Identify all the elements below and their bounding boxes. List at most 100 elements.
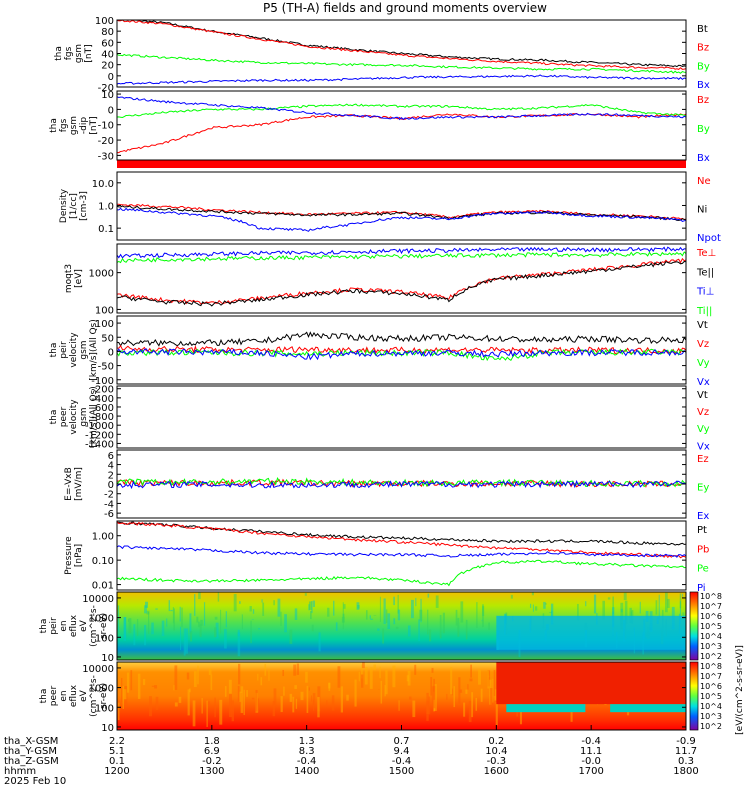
spectrogram-texture [593, 594, 597, 614]
spectrogram-texture [174, 702, 178, 707]
spectrogram-texture [144, 605, 147, 614]
spectrogram-texture [439, 615, 442, 639]
y-axis-label: gsm [69, 116, 79, 135]
spectrogram-texture [237, 629, 240, 636]
y-tick-label: 0.10 [92, 556, 114, 567]
y-axis-label: [1/cc] [69, 193, 79, 219]
spectrogram-texture [460, 601, 464, 623]
series-line [116, 348, 687, 361]
spectrogram-texture [435, 595, 439, 608]
spectrogram-texture [193, 671, 197, 687]
x-row-value: 2.2 [109, 736, 125, 747]
spectrogram-texture [679, 601, 682, 624]
panel-3: Ne Ni Npot 10.0 1.0 0.1 Density [1/cc] [cm-3] [59, 171, 721, 244]
x-row-value: 9.4 [394, 746, 410, 757]
colorbar-tick-label: 10^2 [700, 652, 722, 661]
spectrogram-texture [136, 619, 139, 636]
panel-6: Vt Vz Vy Vx -200-400-600-800-1000-1200-1400 t… [49, 385, 710, 453]
spectrogram-texture [465, 689, 468, 694]
y-tick-label: 0.1 [98, 224, 114, 235]
y-tick-label: 10 [101, 90, 114, 101]
y-axis-label: tha [49, 410, 59, 425]
y-tick-label: -1000 [85, 421, 114, 432]
spectrogram-texture [229, 694, 232, 718]
spectrogram-texture [427, 593, 430, 598]
spectrogram-texture [407, 625, 411, 637]
spectrogram-texture [126, 672, 130, 693]
spectrogram-texture [623, 592, 627, 601]
legend-entry: Npot [697, 233, 721, 244]
spectrogram-texture [214, 627, 217, 638]
spectrogram-texture [173, 608, 175, 631]
spectrogram-texture [268, 669, 270, 681]
spectrogram-texture [318, 632, 321, 652]
y-tick-label: 0.01 [92, 581, 114, 592]
spectrogram-texture [189, 688, 191, 693]
x-row-value: 1800 [673, 766, 698, 777]
y-axis-label: en [59, 620, 69, 631]
y-axis-label: peir [59, 341, 69, 359]
legend-entry: Vy [697, 424, 710, 435]
spectrogram-texture [612, 596, 614, 615]
spectrogram-texture [133, 624, 136, 646]
y-axis-label: fgs [59, 118, 69, 132]
spectrogram-texture [180, 626, 182, 650]
spectrogram-texture [231, 700, 234, 722]
y-axis-label: gsm [79, 407, 89, 426]
spectrogram-texture [455, 609, 458, 626]
spectrogram-texture [239, 691, 242, 702]
spectrogram-texture [431, 667, 434, 673]
spectrogram-texture [459, 689, 463, 693]
spectrogram-high [496, 662, 686, 705]
legend-entry: Te⊥ [696, 248, 716, 259]
spectrogram-texture [397, 594, 399, 614]
spectrogram-texture [495, 702, 498, 726]
x-row-label: tha_Z-GSM [4, 756, 59, 767]
legend-entry: Pe [697, 564, 709, 575]
spectrogram-texture [123, 689, 127, 700]
y-tick-label: 4 [108, 461, 114, 472]
y-tick-label: 10000 [82, 664, 114, 675]
spectrogram-texture [431, 686, 434, 707]
spectrogram-texture [260, 677, 263, 686]
spectrogram-texture [255, 689, 258, 712]
y-axis-label: (cm^2-s- [89, 675, 99, 717]
y-tick-label: -400 [91, 394, 114, 405]
x-row-value: 6.9 [204, 746, 220, 757]
spectrogram-texture [289, 693, 293, 702]
series-line [117, 112, 687, 154]
legend-entry: Ti⊥ [696, 287, 714, 298]
y-tick-label: 1000 [89, 614, 114, 625]
spectrogram-texture [183, 628, 186, 656]
y-tick-label: 10 [101, 723, 114, 734]
y-tick-label: 0 [108, 480, 114, 491]
x-row-label: tha_Y-GSM [4, 746, 57, 757]
x-row-label: hhmm [4, 766, 36, 777]
y-axis-label: [nT] [84, 44, 94, 62]
y-tick-label: -100 [91, 376, 114, 387]
spectrogram-texture [607, 597, 611, 600]
spectrogram-texture [130, 670, 133, 691]
y-axis-label: tha [54, 46, 64, 61]
colorbar [689, 591, 699, 661]
spectrogram-texture [206, 700, 208, 728]
y-tick-label: 1000 [89, 269, 114, 280]
spectrogram-texture [250, 620, 252, 644]
colorbar-tick-label: 10^4 [700, 702, 722, 711]
spectrogram-texture [237, 632, 241, 657]
spectrogram-texture [312, 699, 315, 711]
spectrogram-texture [304, 593, 307, 596]
x-row-value: 1700 [578, 766, 603, 777]
spectrogram-texture [311, 600, 313, 614]
spectrogram-texture [471, 692, 474, 718]
spectrogram-texture [478, 669, 481, 685]
y-tick-label: 100 [95, 703, 114, 714]
y-tick-label: 100 [95, 16, 114, 27]
y-tick-label: 100 [95, 633, 114, 644]
x-row-value: 10.4 [485, 746, 507, 757]
spectrogram-texture [682, 593, 684, 597]
spectrogram-texture [383, 598, 386, 624]
spectrogram-texture [308, 687, 310, 691]
